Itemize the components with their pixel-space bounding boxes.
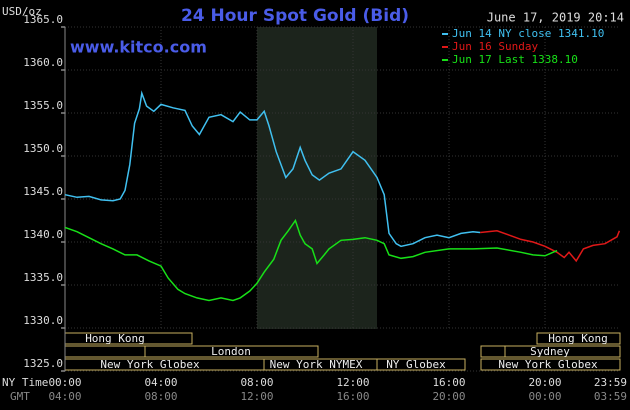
x2-tick-label: 03:59 — [594, 390, 627, 403]
x2-tick-label: 16:00 — [336, 390, 369, 403]
session-label: Hong Kong — [548, 332, 608, 345]
x2-tick-label: 12:00 — [240, 390, 273, 403]
line-series — [64, 218, 558, 302]
x2-tick-label: 04:00 — [48, 390, 81, 403]
session-box — [504, 345, 621, 358]
x-tick-label: 04:00 — [144, 376, 177, 389]
y-tick-label: 1365.0 — [23, 13, 63, 26]
x2-tick-label: 00:00 — [528, 390, 561, 403]
session-box — [536, 332, 621, 345]
x-tick-label: 00:00 — [48, 376, 81, 389]
session-box — [64, 345, 146, 358]
session-box — [480, 345, 506, 358]
x-tick-label: 16:00 — [432, 376, 465, 389]
session-label: New York Globex — [498, 358, 598, 371]
y-tick-label: 1360.0 — [23, 56, 63, 69]
y-tick-label: 1325.0 — [23, 357, 63, 370]
y-axis-label: USD/oz — [2, 5, 42, 18]
session-label: New York Globex — [100, 358, 200, 371]
legend-swatch — [442, 59, 448, 61]
line-series — [480, 230, 621, 263]
sessions: Hong Kong Hong Kong London Sydney New Yo… — [64, 332, 621, 371]
x2-tick-label: 08:00 — [144, 390, 177, 403]
session-label: New York NYMEX — [270, 358, 363, 371]
x-tick-label: 20:00 — [528, 376, 561, 389]
x-tick-label: 23:59 — [594, 376, 627, 389]
line-series — [64, 90, 481, 248]
session-label: London — [211, 345, 251, 358]
x-tick-label: 08:00 — [240, 376, 273, 389]
x2-axis-label: GMT — [10, 390, 30, 403]
session-box — [376, 358, 466, 371]
session-box — [144, 345, 319, 358]
session-label: NY Globex — [386, 358, 446, 371]
session-label: Hong Kong — [85, 332, 145, 345]
x-tick-label: 12:00 — [336, 376, 369, 389]
x-axis-label: NY Time — [2, 376, 48, 389]
y-tick-label: 1355.0 — [23, 99, 63, 112]
session-box — [480, 358, 621, 371]
session-label: Sydney — [530, 345, 570, 358]
legend-label: Jun 14 NY close 1341.10 — [452, 27, 604, 40]
watermark: www.kitco.com — [70, 38, 207, 57]
timestamp: June 17, 2019 20:14 — [487, 11, 624, 25]
legend-swatch — [442, 46, 448, 48]
legend-label: Jun 17 Last 1338.10 — [452, 53, 578, 66]
chart-title: 24 Hour Spot Gold (Bid) — [181, 6, 409, 26]
y-tick-label: 1350.0 — [23, 142, 63, 155]
y-tick-label: 1330.0 — [23, 314, 63, 327]
legend-swatch — [442, 33, 448, 35]
y-tick-label: 1345.0 — [23, 185, 63, 198]
legend-label: Jun 16 Sunday — [452, 40, 538, 53]
y-tick-label: 1335.0 — [23, 271, 63, 284]
y-tick-label: 1340.0 — [23, 228, 63, 241]
x2-tick-label: 20:00 — [432, 390, 465, 403]
